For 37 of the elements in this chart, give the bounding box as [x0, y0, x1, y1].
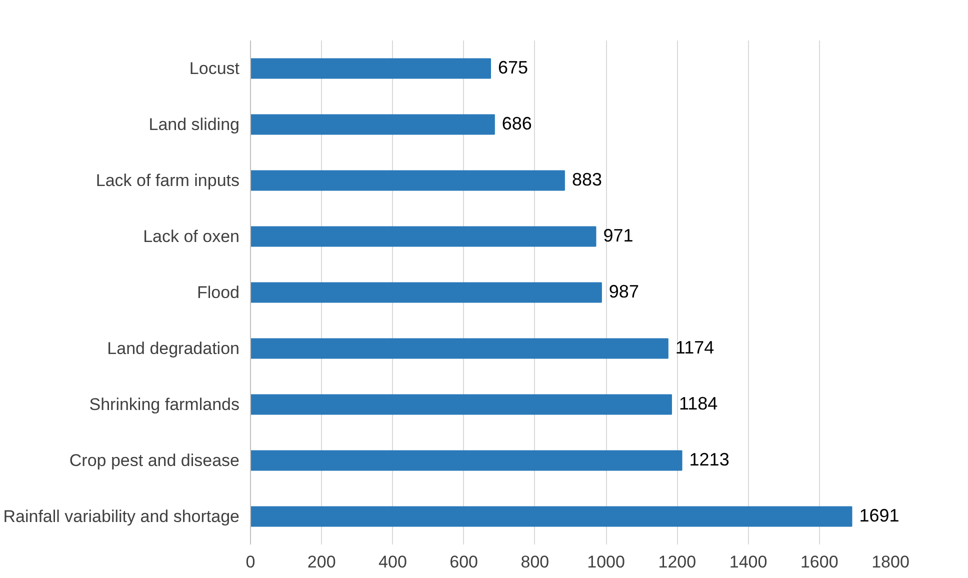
bar: [250, 506, 852, 527]
data-label: 883: [572, 170, 602, 190]
y-tick-label: Lack of oxen: [143, 227, 240, 246]
y-tick-label: Flood: [196, 283, 240, 302]
data-label: 686: [502, 114, 532, 134]
x-tick-label: 400: [378, 552, 407, 572]
bar: [250, 226, 596, 247]
data-label: 1213: [689, 450, 730, 470]
x-tick-label: 1000: [587, 552, 625, 572]
data-label: 1174: [675, 338, 714, 358]
bar: [250, 282, 602, 303]
x-tick-label: 0: [246, 552, 256, 572]
bar: [250, 450, 682, 471]
bar: [250, 114, 495, 135]
x-tick-label: 1400: [729, 552, 768, 572]
data-label: 987: [608, 282, 639, 302]
x-tick-label: 600: [450, 552, 478, 572]
data-label: 675: [498, 58, 528, 78]
x-tick-label: 800: [520, 552, 550, 572]
x-tick-label: 200: [307, 552, 336, 572]
bar: [250, 338, 668, 359]
bar: [250, 58, 491, 79]
y-tick-label: Shrinking farmlands: [89, 395, 240, 414]
data-label: 971: [603, 226, 634, 246]
y-tick-label: Land sliding: [148, 115, 240, 134]
bar: [250, 170, 565, 191]
y-tick-label: Lack of farm inputs: [96, 171, 240, 190]
bar: [250, 394, 672, 415]
y-tick-label: Locust: [189, 59, 240, 78]
data-label: 1691: [859, 506, 900, 526]
x-tick-label: 1800: [872, 552, 910, 572]
y-tick-label: Rainfall variability and shortage: [3, 507, 240, 526]
x-tick-label: 1600: [800, 552, 838, 572]
data-label: 1184: [678, 394, 718, 414]
y-tick-label: Land degradation: [107, 339, 240, 358]
y-tick-label: Crop pest and disease: [69, 451, 240, 470]
x-tick-label: 1200: [658, 552, 696, 572]
